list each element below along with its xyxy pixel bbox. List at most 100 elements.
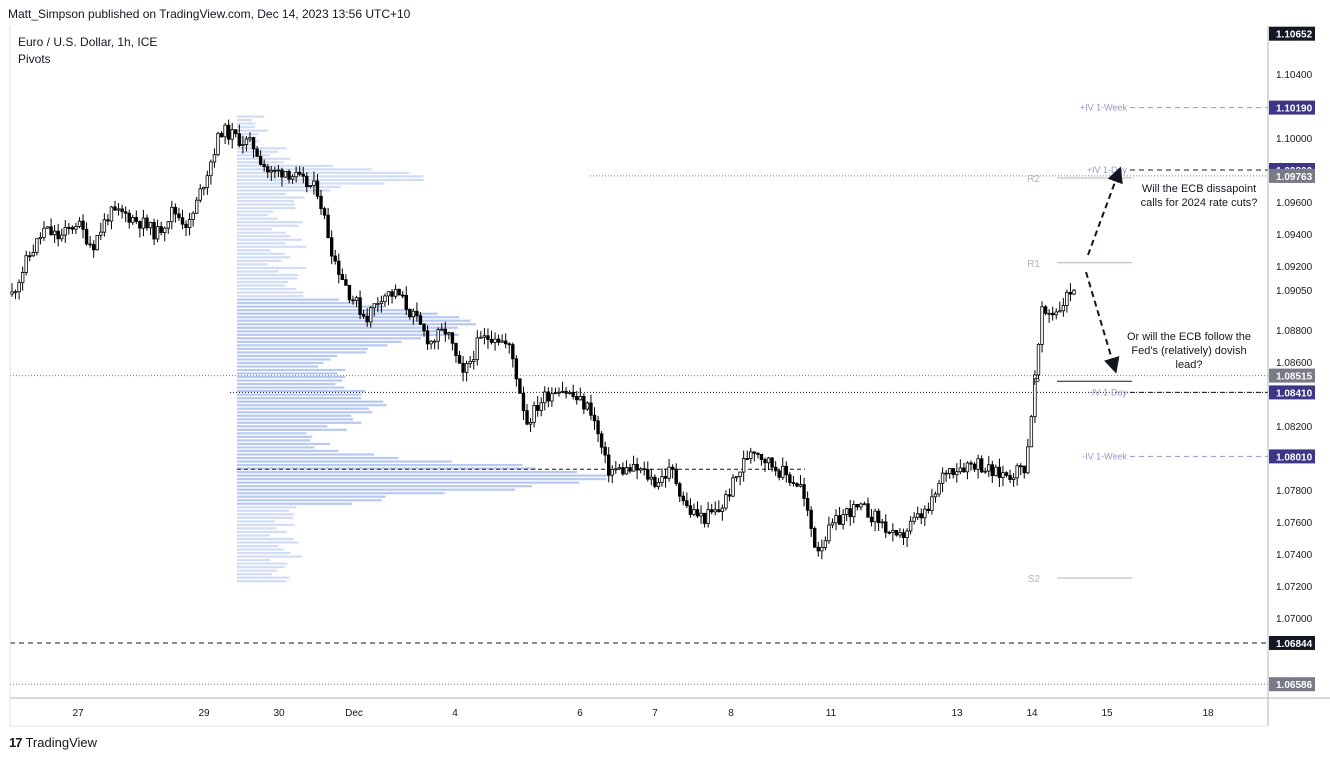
candle-body — [880, 521, 884, 524]
volume-profile-bar — [237, 147, 287, 150]
candle-body — [521, 392, 526, 412]
volume-profile-bar — [237, 456, 399, 460]
candle-body — [258, 156, 263, 165]
candle-body — [457, 355, 462, 364]
volume-profile-bar — [237, 516, 294, 519]
tradingview-logo-text: TradingView — [25, 735, 98, 750]
candle-body — [145, 217, 149, 229]
candle-body — [163, 227, 167, 233]
candle-body — [283, 170, 288, 178]
pivot-label: S2 — [1028, 574, 1041, 585]
candle-body — [685, 500, 689, 507]
annotation-line: Fed's (relatively) dovish — [1131, 345, 1247, 357]
volume-profile-bar — [237, 252, 285, 255]
volume-profile-bar — [237, 513, 295, 516]
candle-body — [834, 515, 838, 524]
price-badge-label: 1.09763 — [1276, 172, 1313, 183]
candle-body — [901, 532, 906, 538]
candle-body — [418, 315, 423, 325]
candle-body — [859, 503, 863, 508]
time-axis: 27 29 30 Dec 4 6 7 8 11 13 14 15 18 — [72, 708, 1214, 719]
annotation-downside: Or will the ECB follow the Fed's (relativ… — [1118, 330, 1260, 372]
price-badge — [1269, 449, 1315, 464]
price-badge-label: 1.08410 — [1276, 388, 1313, 399]
candle-body — [844, 508, 849, 515]
candle-body — [990, 464, 995, 477]
symbol-title[interactable]: Euro / U.S. Dollar, 1h, ICE — [18, 35, 158, 49]
candle-body — [393, 288, 398, 297]
y-tick-label: 1.10000 — [1276, 134, 1313, 145]
candle-body — [599, 433, 604, 448]
volume-profile-bar — [237, 221, 303, 224]
candle-body — [848, 508, 852, 518]
pivot-label: R1 — [1027, 259, 1040, 270]
volume-profile-bar — [237, 249, 271, 252]
candle-body — [646, 469, 650, 480]
candle-body — [567, 391, 572, 394]
volume-profile-bar — [237, 520, 275, 523]
candle-body — [138, 220, 142, 229]
candle-body — [116, 208, 121, 211]
volume-profile-bar — [237, 263, 268, 266]
candle-body — [461, 362, 465, 373]
candle-body — [184, 223, 188, 229]
candle-body — [894, 530, 899, 536]
candle-body — [610, 468, 614, 476]
volume-profile-bar — [237, 323, 476, 326]
volume-profile-bar — [237, 393, 362, 396]
candle-body — [173, 206, 178, 215]
candle-body — [141, 217, 146, 229]
candle-body — [248, 137, 252, 140]
volume-profile-bar — [237, 294, 303, 298]
indicator-label[interactable]: Pivots — [18, 52, 51, 66]
candle-body — [198, 188, 202, 201]
volume-profile-bar — [237, 562, 288, 565]
volume-profile-bar — [237, 224, 299, 227]
candle-body — [741, 458, 746, 473]
candle-body — [734, 476, 739, 479]
annotation-upside: Will the ECB dissapoint calls for 2024 ra… — [1128, 182, 1270, 210]
candle-body — [731, 477, 735, 497]
candle-body — [234, 129, 238, 135]
candle-body — [617, 467, 622, 470]
candle-body — [52, 230, 57, 236]
candle-body — [91, 244, 96, 251]
candle-body — [560, 390, 565, 393]
candle-body — [695, 509, 700, 517]
y-tick-label: 1.08800 — [1276, 326, 1313, 337]
candle-body — [550, 393, 554, 402]
candle-body — [81, 220, 85, 230]
volume-profile-bar — [237, 523, 295, 526]
candle-body — [607, 454, 611, 476]
candle-body — [255, 148, 259, 157]
candle-body — [621, 467, 625, 475]
candle-body — [653, 476, 657, 487]
candle-body — [333, 255, 337, 262]
candle-body — [28, 255, 32, 258]
candle-body — [855, 504, 860, 508]
candle-body — [305, 175, 309, 188]
candle-body — [1019, 465, 1023, 468]
volume-profile-bar — [237, 474, 613, 477]
candle-body — [955, 471, 959, 476]
candle-body — [67, 227, 71, 229]
volume-profile — [237, 115, 805, 583]
candle-body — [45, 226, 50, 229]
pivot-label: R2 — [1027, 174, 1040, 185]
volume-profile-bar — [237, 277, 298, 280]
candle-body — [464, 363, 469, 373]
candle-body — [422, 323, 426, 332]
downside-arrow — [1085, 271, 1120, 374]
candle-body — [202, 187, 206, 190]
candle-body — [663, 476, 668, 479]
volume-profile-bar — [237, 259, 282, 262]
candle-body — [926, 508, 931, 511]
volume-profile-bar — [237, 463, 523, 467]
price-badge — [1269, 385, 1315, 400]
tradingview-logo[interactable]: 17 TradingView — [9, 735, 97, 750]
candle-body — [223, 124, 227, 138]
candle-body — [773, 466, 778, 472]
candle-body — [280, 169, 284, 178]
candle-body — [866, 503, 870, 518]
